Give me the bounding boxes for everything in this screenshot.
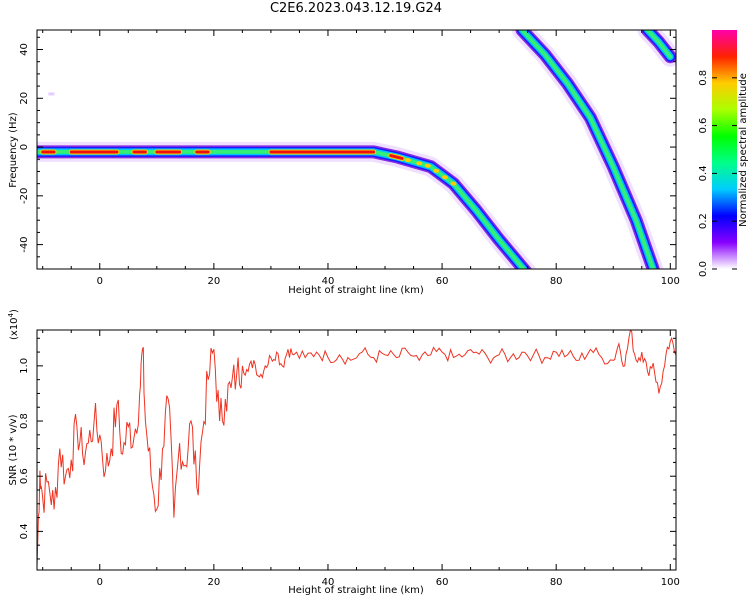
snr-plot-area [37, 330, 676, 570]
spectrogram-blob [416, 161, 423, 166]
spectrogram-blob [433, 168, 440, 173]
x-tick-label: 100 [661, 276, 680, 287]
spectrogram-speck [48, 92, 55, 96]
snr-panel: 0 20 40 60 80 100 0.4 0.6 0.8 1.0 Height of stra… [7, 309, 680, 596]
y-tick-label: 40 [19, 43, 30, 56]
snr-series-line [37, 330, 676, 568]
y-tick-label: 20 [19, 92, 30, 105]
spectrogram-bright-segment [389, 154, 404, 160]
y-tick-label: -40 [19, 236, 30, 252]
x-tick-label: 100 [661, 577, 680, 588]
colorbar-tick-label: 0.4 [698, 165, 709, 181]
x-tick-label: 60 [436, 577, 449, 588]
snr-x-ticks: 0 20 40 60 80 100 [42, 330, 680, 588]
colorbar: 0.0 0.2 0.4 0.6 0.8 Normalized spectral ampl… [698, 30, 749, 277]
x-tick-label: 40 [322, 276, 335, 287]
x-tick-label: 60 [436, 276, 449, 287]
y-tick-label: 0.4 [19, 523, 30, 539]
x-tick-label: 0 [97, 276, 103, 287]
x-tick-label: 80 [550, 276, 563, 287]
snr-x-label: Height of straight line (km) [288, 585, 424, 596]
colorbar-tick-label: 0.2 [698, 213, 709, 229]
x-tick-label: 40 [322, 577, 335, 588]
y-tick-label: 0.6 [19, 468, 30, 484]
y-tick-label: 0 [19, 144, 30, 150]
colorbar-ticks: 0.0 0.2 0.4 0.6 0.8 [698, 70, 737, 277]
spectrogram-trace-1-layer-4 [520, 30, 656, 269]
x-tick-label: 80 [550, 577, 563, 588]
spectrogram-panel: 0 20 40 60 80 100 -40 -20 0 20 40 Height of strai… [8, 29, 680, 296]
snr-y-label: SNR (10 * v/v) [8, 414, 19, 485]
snr-y-ticks: 0.4 0.6 0.8 1.0 [19, 337, 676, 560]
y-tick-label: -20 [19, 188, 30, 204]
spectrogram-y-ticks: -40 -20 0 20 40 [19, 36, 676, 270]
spectrogram-x-ticks: 0 20 40 60 80 100 [42, 30, 680, 287]
spectrogram-blob [441, 175, 448, 180]
spectrogram-blob [404, 158, 411, 163]
page-title: C2E6.2023.043.12.19.G24 [269, 1, 443, 16]
spectrogram-blob [424, 163, 431, 168]
snr-multiplier: (x104) [7, 309, 20, 340]
y-tick-label: 1.0 [19, 358, 30, 374]
colorbar-tick-label: 0.8 [698, 70, 709, 86]
colorbar-tick-label: 0.0 [698, 261, 709, 277]
colorbar-tick-label: 0.6 [698, 118, 709, 134]
x-tick-label: 0 [97, 577, 103, 588]
spectrogram-traces [37, 30, 676, 269]
colorbar-strip [712, 30, 737, 269]
colorbar-label: Normalized spectral amplitude [738, 73, 749, 227]
x-tick-label: 20 [207, 276, 220, 287]
spectrogram-blob [450, 181, 457, 186]
spectrogram-trace-2-layer-4 [645, 30, 673, 59]
spectrogram-trace-0-layer-4 [37, 149, 527, 269]
y-tick-label: 0.8 [19, 413, 30, 429]
spectrogram-y-label: Frequency (Hz) [8, 112, 19, 188]
spectrogram-x-label: Height of straight line (km) [288, 285, 424, 296]
x-tick-label: 20 [207, 577, 220, 588]
